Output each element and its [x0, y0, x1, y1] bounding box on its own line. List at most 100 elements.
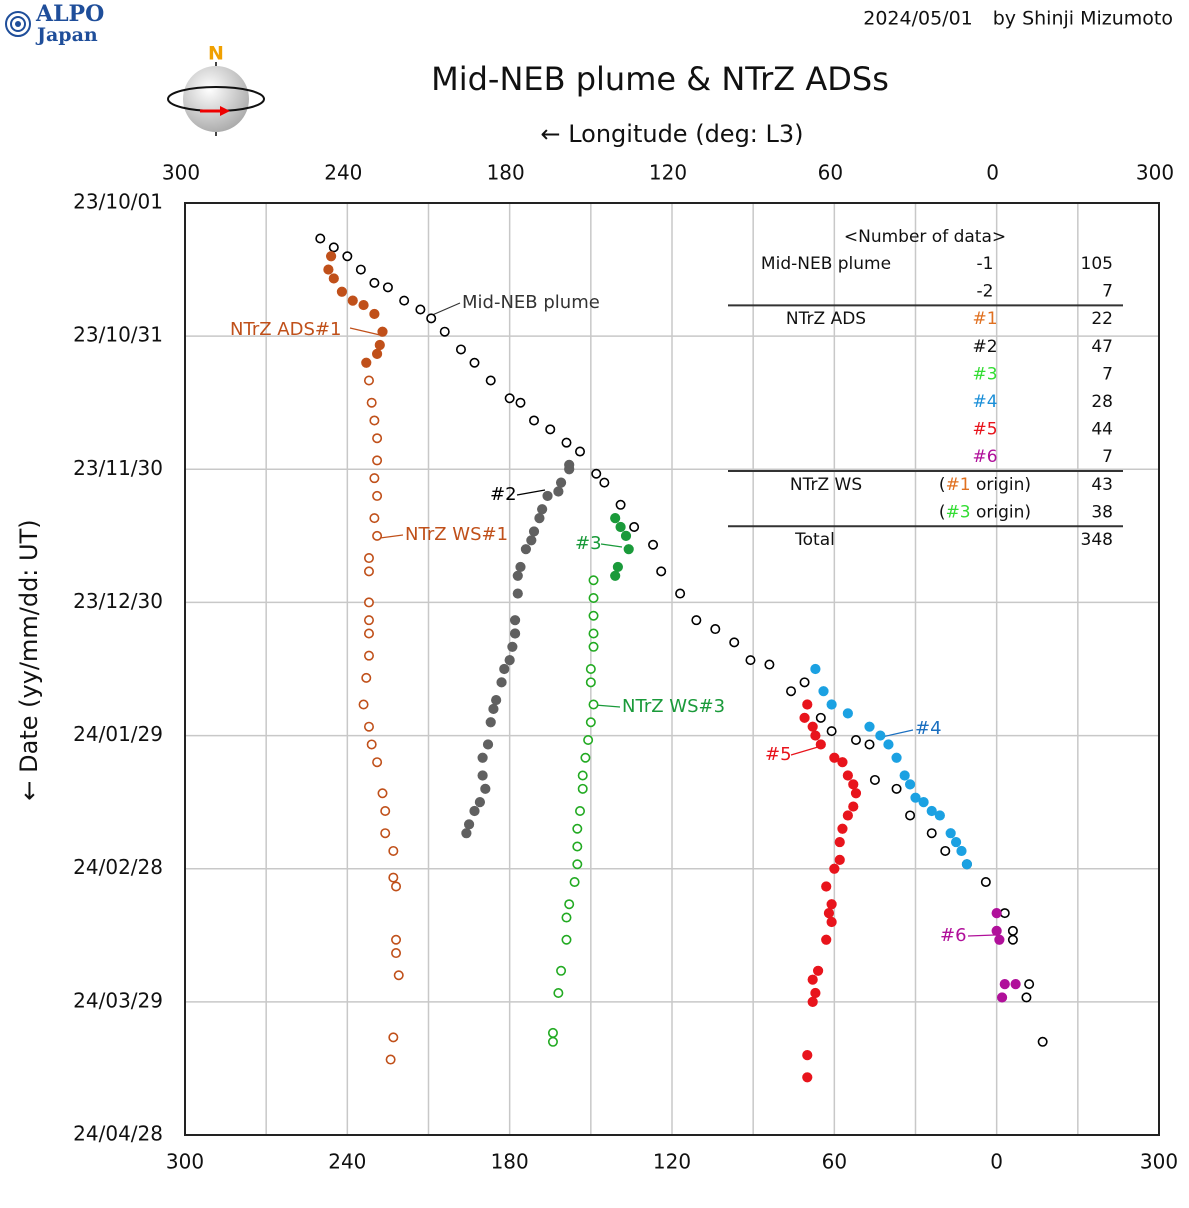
- point: [564, 464, 575, 475]
- point: [691, 615, 702, 626]
- x-tick-label-top: 240: [324, 161, 362, 185]
- annotation: #2: [490, 484, 517, 505]
- point: [826, 699, 837, 710]
- point: [377, 788, 388, 799]
- point: [547, 1036, 558, 1047]
- point: [326, 251, 337, 262]
- table-sub: (#1 origin): [939, 475, 1031, 495]
- point: [328, 242, 339, 253]
- point: [842, 770, 853, 781]
- point: [812, 965, 824, 976]
- point: [507, 641, 518, 652]
- table-sub-part: #1: [946, 475, 971, 495]
- author: by Shinji Mizumoto: [993, 8, 1173, 30]
- point: [577, 770, 588, 781]
- point: [512, 570, 523, 581]
- table-sub: #5: [972, 420, 997, 440]
- leader-line: [967, 934, 996, 937]
- table-sub: #6: [972, 447, 997, 467]
- point: [372, 433, 383, 444]
- point: [415, 304, 426, 315]
- point: [488, 703, 499, 715]
- point: [588, 641, 599, 652]
- point: [615, 521, 626, 533]
- point: [815, 712, 826, 723]
- point: [891, 783, 902, 794]
- y-tick-label: 24/04/28: [73, 1122, 163, 1146]
- point: [648, 539, 659, 550]
- table-sub-part: -1: [977, 254, 994, 274]
- point: [461, 828, 472, 839]
- point: [355, 264, 366, 275]
- point: [361, 357, 372, 368]
- point: [583, 735, 594, 746]
- point: [826, 916, 837, 928]
- table-sub: -2: [977, 282, 994, 302]
- point: [480, 783, 491, 794]
- point: [1007, 934, 1018, 945]
- point: [799, 712, 810, 723]
- point: [802, 1050, 813, 1061]
- annotation: NTrZ WS#3: [622, 696, 725, 717]
- table-sub: -1: [977, 254, 994, 274]
- table-sub-part: (: [939, 502, 946, 522]
- point: [991, 907, 1002, 919]
- y-axis-label: ← Date (yy/mm/dd: UT): [15, 519, 43, 800]
- point: [372, 757, 383, 768]
- x-tick-label-bottom: 300: [166, 1150, 204, 1174]
- point: [363, 566, 374, 577]
- point: [391, 881, 402, 892]
- point: [388, 1032, 399, 1043]
- point: [328, 273, 339, 284]
- point: [372, 490, 383, 501]
- point: [426, 313, 437, 324]
- x-tick-label-top: 180: [487, 161, 525, 185]
- point: [850, 735, 861, 746]
- point: [891, 752, 902, 763]
- point: [910, 792, 921, 803]
- point: [588, 628, 599, 639]
- point: [802, 699, 813, 710]
- point: [361, 672, 372, 683]
- point: [980, 877, 991, 888]
- point: [610, 570, 621, 581]
- point: [485, 717, 496, 728]
- leader-line: [379, 534, 404, 539]
- plot-frame: [184, 202, 1160, 1136]
- point: [369, 277, 380, 288]
- point: [745, 655, 756, 666]
- point: [999, 979, 1010, 990]
- y-tick-label: 23/12/30: [73, 589, 163, 613]
- point: [504, 393, 515, 404]
- point: [577, 783, 588, 794]
- point: [864, 739, 875, 750]
- point: [561, 934, 572, 945]
- table-group: NTrZ ADS: [786, 309, 866, 329]
- x-tick-label-bottom: 300: [1140, 1150, 1178, 1174]
- point: [363, 553, 374, 564]
- point: [369, 513, 380, 524]
- point: [342, 251, 353, 262]
- point: [363, 650, 374, 661]
- point: [588, 592, 599, 603]
- point: [999, 908, 1010, 919]
- point: [547, 1027, 558, 1038]
- point: [585, 663, 596, 674]
- table-sub-part: origin): [971, 475, 1031, 495]
- table-count: 43: [1091, 475, 1113, 495]
- table-sub: #3: [972, 364, 997, 384]
- point: [815, 739, 826, 750]
- point: [382, 282, 393, 293]
- point: [869, 774, 880, 785]
- y-tick-label: 23/10/31: [73, 323, 163, 347]
- point: [961, 859, 973, 870]
- table-sub: #4: [972, 392, 997, 412]
- table-sub-part: #2: [972, 337, 997, 357]
- point: [899, 770, 910, 781]
- x-tick-label-top: 300: [162, 161, 200, 185]
- point: [391, 934, 402, 945]
- point: [469, 357, 480, 368]
- point: [439, 326, 450, 337]
- point: [883, 739, 894, 750]
